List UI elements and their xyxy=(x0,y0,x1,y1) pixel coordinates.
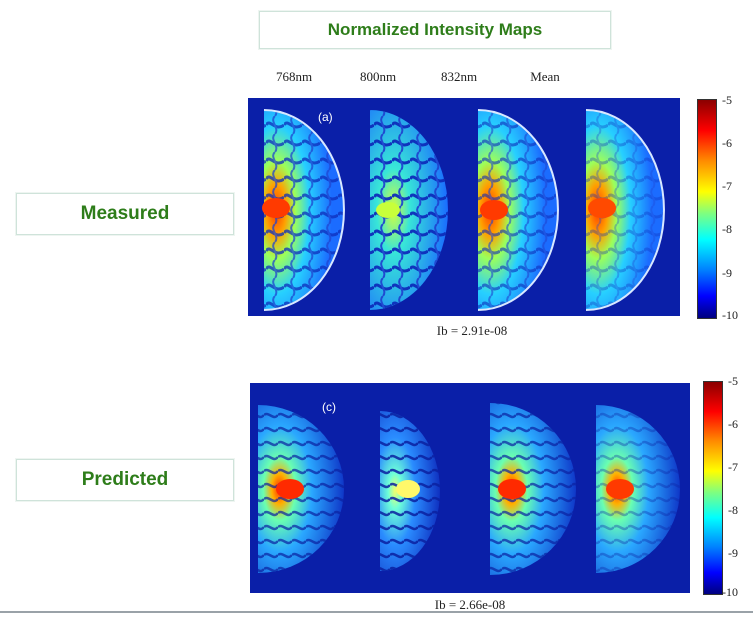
measured-map-mean xyxy=(585,109,665,311)
colorbar-measured-tick: -5 xyxy=(722,93,732,107)
colorbar-measured-tick: -10 xyxy=(722,308,738,322)
colorbar-predicted-tick: -7 xyxy=(728,460,738,474)
colorbar-predicted-tick: -8 xyxy=(728,503,738,517)
column-label-mean: Mean xyxy=(530,69,560,84)
column-label-832nm: 832nm xyxy=(440,69,478,84)
panel-label-c: (c) xyxy=(322,400,336,414)
colorbar-measured-tick: -7 xyxy=(722,179,732,193)
ib-predicted: Ib = 2.66e-08 xyxy=(434,597,506,612)
colorbar-measured xyxy=(697,99,717,319)
predicted-intensity-panel: (c) xyxy=(250,383,690,593)
row-label-predicted: Predicted xyxy=(16,459,234,501)
predicted-map-mean xyxy=(596,405,680,573)
panel-label-a: (a) xyxy=(318,110,333,124)
column-label-800nm: 800nm xyxy=(359,69,397,84)
slide-divider xyxy=(0,611,753,613)
colorbar-predicted-tick: -9 xyxy=(728,546,738,560)
colorbar-predicted xyxy=(703,381,723,595)
row-label-measured: Measured xyxy=(16,193,234,235)
predicted-map-768nm xyxy=(258,405,344,573)
predicted-map-800nm xyxy=(380,411,440,571)
figure-title: Normalized Intensity Maps xyxy=(259,11,611,49)
measured-map-800nm xyxy=(370,110,448,310)
colorbar-predicted-tick: -10 xyxy=(722,585,738,599)
predicted-map-832nm xyxy=(490,403,576,575)
column-label-768nm: 768nm xyxy=(275,69,313,84)
colorbar-measured-tick: -8 xyxy=(722,222,732,236)
colorbar-measured-tick: -9 xyxy=(722,266,732,280)
measured-intensity-panel: (a) xyxy=(248,98,680,316)
ib-measured: Ib = 2.91e-08 xyxy=(436,323,508,338)
colorbar-predicted-tick: -5 xyxy=(728,374,738,388)
colorbar-measured-tick: -6 xyxy=(722,136,732,150)
measured-map-768nm xyxy=(262,109,345,311)
measured-map-832nm xyxy=(477,109,559,311)
colorbar-predicted-tick: -6 xyxy=(728,417,738,431)
